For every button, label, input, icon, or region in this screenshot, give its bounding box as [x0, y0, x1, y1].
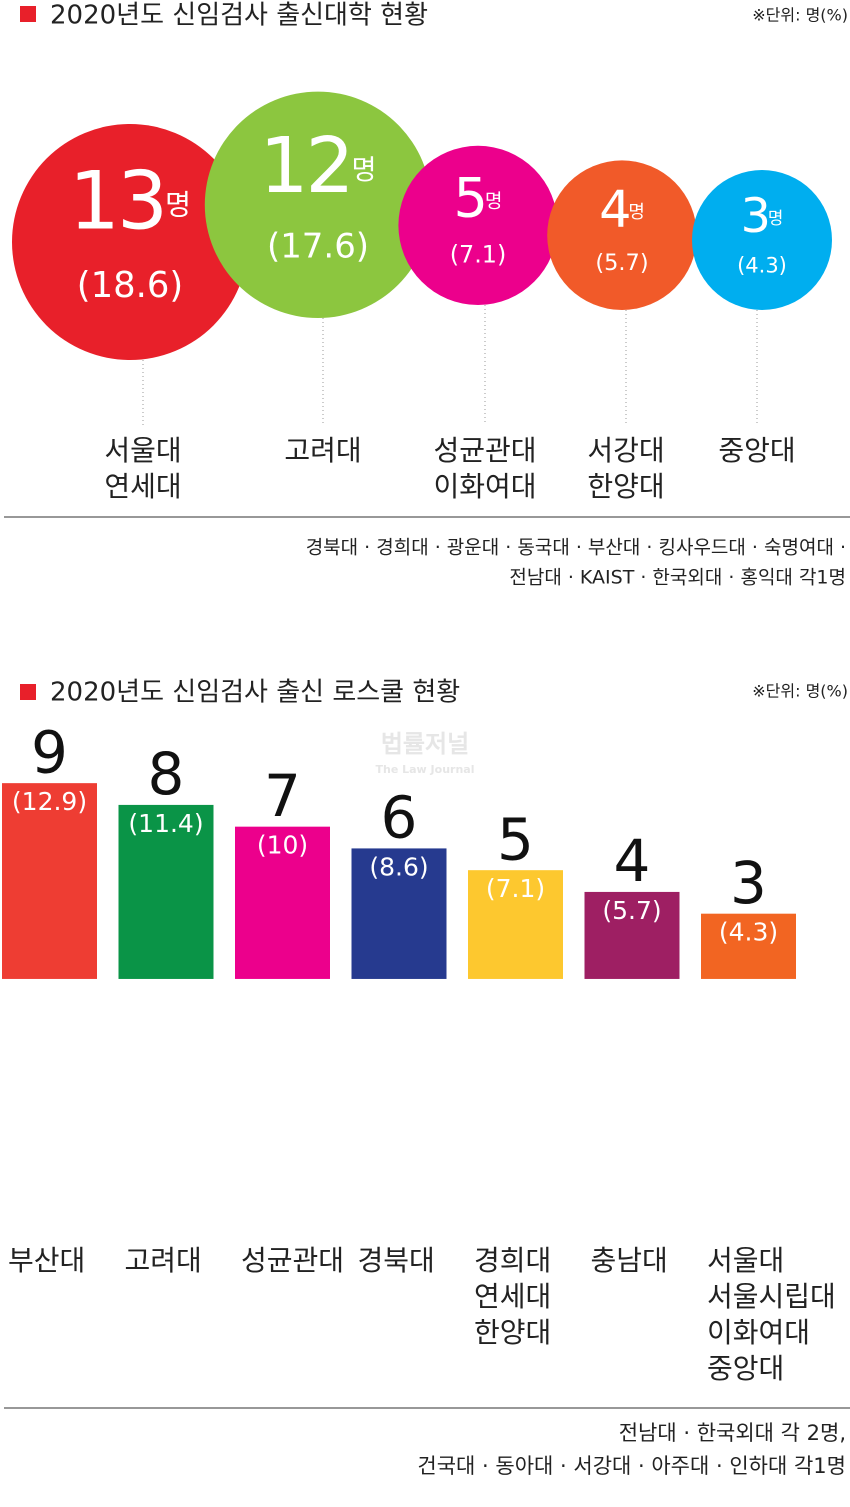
- bar: [584, 891, 680, 979]
- unit-label: ※단위: 명(%): [752, 682, 848, 701]
- category-label: 한양대: [474, 1316, 551, 1349]
- category-label: 부산대: [8, 1244, 85, 1277]
- category-label: 이화여대: [433, 470, 536, 503]
- note: 경북대 · 경희대 · 광운대 · 동국대 · 부산대 · 킹사우드대 · 숙명…: [306, 537, 846, 559]
- bar: [468, 870, 563, 979]
- value-unit: 명: [628, 202, 645, 223]
- category-label: 고려대: [284, 434, 361, 467]
- percent-label: (12.9): [12, 787, 87, 816]
- title-marker: [20, 684, 36, 700]
- value-label: 5명: [453, 166, 502, 229]
- value-label: 4명: [599, 180, 645, 239]
- bar: [235, 826, 330, 979]
- percent-label: (17.6): [267, 226, 369, 266]
- value-label: 12명: [260, 122, 377, 211]
- category-label: 서울대: [707, 1244, 784, 1277]
- percent-label: (11.4): [128, 809, 203, 838]
- chart-title: 2020년도 신임검사 출신 로스쿨 현황: [50, 678, 460, 708]
- percent-label: (18.6): [77, 265, 183, 306]
- unit-label: ※단위: 명(%): [752, 6, 848, 25]
- percent-label: (4.3): [737, 254, 787, 278]
- percent-label: (7.1): [450, 241, 507, 269]
- category-label: 서강대: [587, 434, 664, 467]
- percent-label: (7.1): [486, 874, 545, 903]
- bar: [118, 804, 214, 979]
- category-label: 경북대: [358, 1244, 435, 1277]
- bubble: [12, 124, 248, 360]
- note: 전남대 · KAIST · 한국외대 · 홍익대 각1명: [509, 567, 846, 589]
- percent-label: (5.7): [595, 250, 648, 276]
- value-number: 12: [260, 122, 352, 211]
- bar: [351, 848, 447, 979]
- percent-label: (4.3): [719, 918, 778, 947]
- title-marker: [20, 6, 36, 22]
- category-label: 경희대: [474, 1244, 551, 1277]
- value-unit: 명: [485, 189, 503, 212]
- value-label: 13명: [69, 155, 191, 248]
- category-label: 한양대: [587, 470, 664, 503]
- value-unit: 명: [165, 189, 191, 222]
- bubble: [204, 91, 432, 318]
- value-label: 4: [614, 827, 651, 895]
- value-label: 9: [31, 718, 68, 786]
- category-label: 성균관대: [241, 1244, 344, 1277]
- value-label: 3: [730, 849, 767, 917]
- category-label: 충남대: [591, 1244, 668, 1277]
- percent-label: (8.6): [369, 852, 428, 881]
- value-number: 5: [453, 166, 484, 229]
- value-number: 13: [69, 155, 165, 248]
- bubble: [398, 145, 558, 305]
- category-label: 연세대: [474, 1280, 551, 1313]
- watermark: 법률저널: [381, 730, 469, 758]
- value-unit: 명: [351, 154, 376, 185]
- category-label: 중앙대: [718, 434, 795, 467]
- value-label: 8: [148, 740, 185, 808]
- category-label: 중앙대: [707, 1352, 784, 1385]
- value-number: 3: [741, 189, 768, 244]
- chart-title: 2020년도 신임검사 출신대학 현황: [50, 1, 428, 31]
- value-label: 5: [497, 805, 534, 873]
- category-label: 서울대: [104, 434, 181, 467]
- note: 건국대 · 동아대 · 서강대 · 아주대 · 인하대 각1명: [417, 1454, 846, 1478]
- category-label: 성균관대: [433, 434, 536, 467]
- percent-label: (5.7): [602, 896, 661, 925]
- bubble: [547, 160, 697, 310]
- value-label: 3명: [741, 189, 784, 244]
- category-label: 연세대: [104, 470, 181, 503]
- value-unit: 명: [768, 208, 783, 228]
- watermark: The Law Journal: [376, 763, 475, 776]
- value-label: 6: [381, 784, 418, 852]
- category-label: 서울시립대: [707, 1280, 836, 1313]
- category-label: 이화여대: [707, 1316, 810, 1349]
- value-number: 4: [599, 180, 629, 239]
- bubble: [692, 170, 832, 310]
- bar: [2, 783, 97, 979]
- percent-label: (10): [257, 831, 308, 860]
- bar: [701, 913, 796, 979]
- value-label: 7: [264, 762, 301, 830]
- category-label: 고려대: [125, 1244, 202, 1277]
- note: 전남대 · 한국외대 각 2명,: [619, 1421, 846, 1445]
